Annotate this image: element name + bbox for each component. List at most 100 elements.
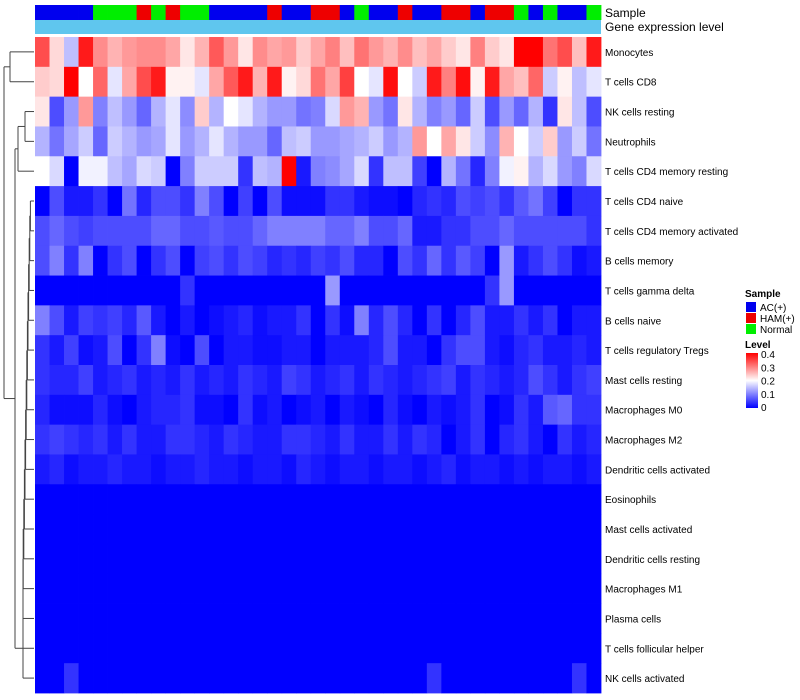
sample-annotation-cell	[252, 5, 268, 20]
heatmap-cell	[470, 156, 486, 187]
heatmap-cell	[571, 275, 587, 306]
heatmap-cell	[252, 335, 268, 366]
heatmap-cell	[49, 126, 65, 157]
heatmap-cell	[383, 663, 399, 694]
heatmap-cell	[426, 275, 442, 306]
heatmap-cell	[35, 424, 50, 455]
heatmap-cell	[223, 215, 239, 247]
heatmap-cell	[35, 37, 50, 68]
heatmap-cell	[383, 275, 399, 306]
heatmap-cell	[542, 245, 558, 276]
sample-legend-label: HAM(+)	[760, 314, 795, 325]
heatmap-cell	[412, 335, 428, 366]
heatmap-cell	[397, 394, 413, 426]
heatmap-cell	[310, 305, 326, 336]
heatmap-cell	[151, 484, 167, 515]
heatmap-cell	[542, 275, 558, 306]
heatmap-cell	[78, 335, 94, 366]
heatmap-cell	[368, 96, 384, 127]
heatmap-cell	[542, 37, 558, 68]
heatmap-cell	[397, 275, 413, 306]
heatmap-cell	[122, 603, 137, 634]
heatmap-cell	[571, 335, 587, 366]
heatmap-cell	[64, 365, 79, 396]
heatmap-cell	[194, 394, 210, 426]
heatmap-cell	[122, 37, 137, 68]
heatmap-cell	[383, 37, 399, 68]
heatmap-cell	[194, 424, 210, 455]
heatmap-cell	[165, 66, 181, 98]
heatmap-cell	[455, 37, 471, 68]
heatmap-cell	[122, 186, 137, 217]
heatmap-cell	[557, 633, 573, 664]
heatmap-cell	[528, 215, 544, 247]
heatmap-cell	[165, 126, 181, 157]
heatmap-cell	[455, 365, 471, 396]
heatmap-cell	[107, 663, 123, 694]
heatmap-cell	[209, 156, 225, 187]
heatmap-cell	[78, 484, 94, 515]
heatmap-cell	[49, 424, 65, 455]
heatmap-cell	[542, 365, 558, 396]
heatmap-cell	[209, 633, 225, 664]
heatmap-cell	[136, 275, 152, 306]
heatmap-cell	[354, 245, 370, 276]
heatmap-cell	[368, 305, 384, 336]
heatmap-cell	[325, 603, 341, 634]
heatmap-cell	[136, 215, 152, 247]
heatmap-cell	[542, 424, 558, 455]
heatmap-cell	[354, 66, 370, 98]
heatmap-cell	[354, 484, 370, 515]
sample-annotation-cell	[194, 5, 210, 20]
heatmap-cell	[484, 66, 500, 98]
heatmap-cell	[513, 305, 529, 336]
heatmap-cell	[267, 484, 283, 515]
heatmap-cell	[571, 186, 587, 217]
heatmap-cell	[209, 37, 225, 68]
heatmap-cell	[35, 215, 50, 247]
heatmap-cell	[557, 275, 573, 306]
heatmap-cell	[499, 156, 515, 187]
sample-annotation-cell	[107, 5, 123, 20]
heatmap-cell	[484, 96, 500, 127]
heatmap-cell	[122, 335, 137, 366]
heatmap-cell	[209, 96, 225, 127]
heatmap-cell	[586, 543, 602, 575]
gene-expression-annotation-label: Gene expression level	[605, 20, 724, 34]
heatmap-cell	[122, 66, 137, 98]
heatmap-cell	[49, 305, 65, 336]
heatmap-cell	[441, 454, 457, 485]
heatmap-cell	[310, 96, 326, 127]
heatmap-cell	[252, 96, 268, 127]
sample-legend-swatch	[746, 324, 756, 334]
heatmap-cell	[325, 573, 341, 604]
sample-annotation-cell	[281, 5, 297, 20]
heatmap-cell	[339, 454, 355, 485]
heatmap-cell	[107, 603, 123, 634]
row-label: B cells memory	[605, 257, 673, 268]
heatmap-cell	[542, 543, 558, 575]
heatmap-cell	[107, 543, 123, 575]
heatmap-cell	[557, 245, 573, 276]
heatmap-cell	[209, 603, 225, 634]
heatmap-cell	[412, 394, 428, 426]
heatmap-cell	[325, 126, 341, 157]
heatmap-cell	[528, 66, 544, 98]
heatmap-cell	[455, 454, 471, 485]
heatmap-cell	[35, 96, 50, 127]
heatmap-cell	[78, 245, 94, 276]
heatmap-cell	[165, 275, 181, 306]
heatmap-cell	[64, 573, 79, 604]
heatmap-cell	[209, 514, 225, 545]
heatmap-cell	[484, 245, 500, 276]
heatmap-cell	[151, 66, 167, 98]
level-legend-tick: 0.3	[761, 363, 775, 374]
heatmap-cell	[165, 37, 181, 68]
heatmap-cell	[238, 66, 254, 98]
heatmap-cell	[64, 484, 79, 515]
heatmap-cell	[209, 454, 225, 485]
heatmap-cell	[151, 514, 167, 545]
heatmap-cell	[470, 394, 486, 426]
heatmap-cell	[194, 573, 210, 604]
heatmap-cell	[499, 424, 515, 455]
